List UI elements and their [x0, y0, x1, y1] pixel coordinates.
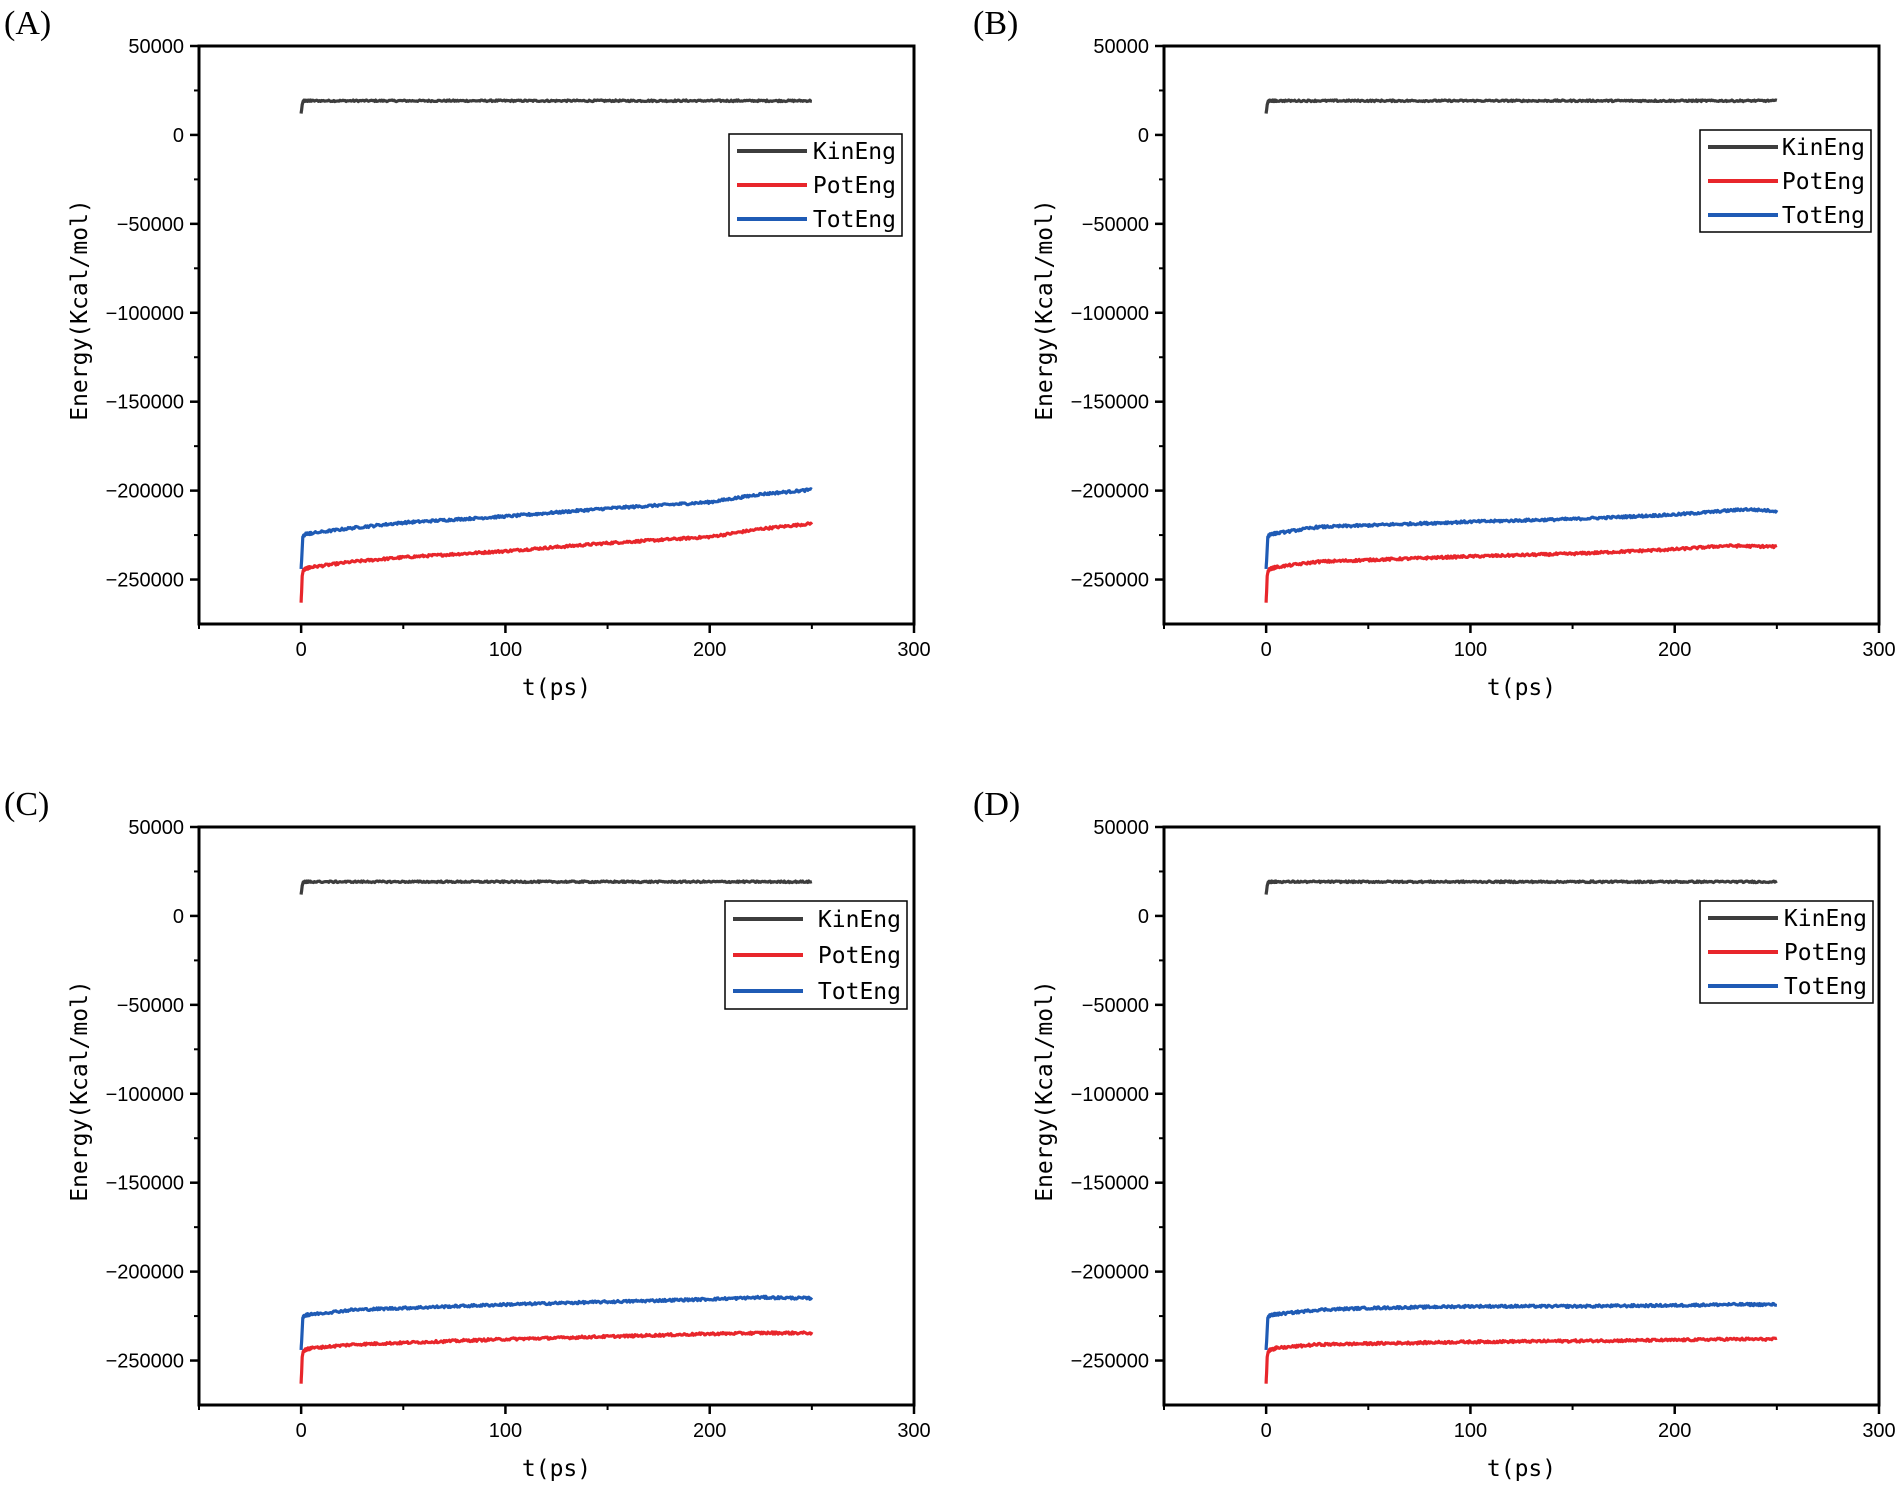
- plot-frame: [197, 44, 916, 626]
- legend-label-poteng: PotEng: [813, 173, 896, 199]
- chart-panel-2: (C) 50000 0 −50000 −100000 −150000 −200000 −250…: [4, 786, 931, 1482]
- x-tick-label: 300: [897, 639, 930, 661]
- series-line-poteng: [299, 1330, 814, 1384]
- x-tick-label: 200: [693, 639, 726, 661]
- plot-frame: [1162, 825, 1881, 1407]
- x-tick-label: 300: [1862, 1420, 1895, 1442]
- y-tick-label: −100000: [1071, 1084, 1149, 1106]
- y-tick-label: 0: [173, 125, 184, 147]
- y-tick-label: −50000: [1082, 995, 1149, 1017]
- x-tick-label: 200: [1658, 1420, 1691, 1442]
- y-tick-label: −150000: [106, 392, 184, 414]
- y-tick-label: 0: [1138, 125, 1149, 147]
- series-line-poteng: [1264, 1336, 1778, 1384]
- x-tick-label: 0: [1261, 639, 1272, 661]
- x-axis-title: t(ps): [1487, 1456, 1556, 1482]
- y-tick-label: −250000: [106, 1351, 184, 1373]
- y-axis-title: Energy(Kcal/mol): [67, 980, 93, 1202]
- y-tick-label: −100000: [106, 1084, 184, 1106]
- series-line-toteng: [1264, 507, 1779, 569]
- chart-panel-0: (A) 50000 0 −50000 −100000 −150000 −200000 −250…: [4, 5, 931, 701]
- y-tick-label: −250000: [1071, 570, 1149, 592]
- series-line-kineng: [299, 879, 813, 895]
- legend: KinEng PotEng TotEng: [1699, 900, 1874, 1004]
- legend: KinEng PotEng TotEng: [1699, 129, 1872, 233]
- y-tick-label: 0: [1138, 906, 1149, 928]
- y-tick-label: −150000: [106, 1173, 184, 1195]
- y-tick-label: −200000: [1071, 481, 1149, 503]
- legend-label-toteng: TotEng: [813, 207, 896, 233]
- y-tick-label: −250000: [1071, 1351, 1149, 1373]
- series-line-toteng: [299, 1294, 814, 1350]
- legend: KinEng PotEng TotEng: [724, 900, 908, 1010]
- y-tick-label: −50000: [1082, 214, 1149, 236]
- series-line-poteng: [299, 521, 814, 603]
- y-tick-label: −200000: [106, 481, 184, 503]
- x-tick-label: 100: [1454, 639, 1487, 661]
- y-tick-label: −150000: [1071, 392, 1149, 414]
- x-tick-label: 0: [1261, 1420, 1272, 1442]
- legend-label-toteng: TotEng: [1782, 203, 1865, 229]
- legend-label-kineng: KinEng: [813, 139, 896, 165]
- y-axis-title: Energy(Kcal/mol): [1032, 199, 1058, 421]
- x-tick-label: 200: [1658, 639, 1691, 661]
- plot-frame: [197, 825, 916, 1407]
- series-line-toteng: [299, 487, 813, 569]
- y-tick-label: −200000: [106, 1262, 184, 1284]
- x-axis-title: t(ps): [522, 675, 591, 701]
- legend-label-kineng: KinEng: [818, 907, 901, 933]
- series-line-kineng: [1264, 98, 1778, 114]
- x-tick-label: 100: [1454, 1420, 1487, 1442]
- legend-label-poteng: PotEng: [818, 943, 901, 969]
- panel-label: (D): [973, 786, 1020, 823]
- x-tick-label: 0: [296, 639, 307, 661]
- x-axis-title: t(ps): [1487, 675, 1556, 701]
- legend-label-poteng: PotEng: [1784, 940, 1867, 966]
- y-axis-title: Energy(Kcal/mol): [67, 199, 93, 421]
- y-tick-label: −250000: [106, 570, 184, 592]
- series-line-poteng: [1264, 543, 1778, 603]
- y-tick-label: 0: [173, 906, 184, 928]
- y-tick-label: −50000: [117, 214, 184, 236]
- y-axis-title: Energy(Kcal/mol): [1032, 980, 1058, 1202]
- y-tick-label: 50000: [128, 817, 184, 839]
- y-tick-label: −100000: [106, 303, 184, 325]
- x-tick-label: 100: [489, 1420, 522, 1442]
- y-tick-label: 50000: [1093, 817, 1149, 839]
- legend-label-kineng: KinEng: [1782, 135, 1865, 161]
- y-tick-label: 50000: [1093, 36, 1149, 58]
- x-tick-label: 300: [1862, 639, 1895, 661]
- plot-frame: [1162, 44, 1881, 626]
- x-tick-label: 300: [897, 1420, 930, 1442]
- y-tick-label: −50000: [117, 995, 184, 1017]
- x-axis-title: t(ps): [522, 1456, 591, 1482]
- series-line-toteng: [1264, 1301, 1778, 1350]
- legend-label-poteng: PotEng: [1782, 169, 1865, 195]
- y-tick-label: 50000: [128, 36, 184, 58]
- panel-label: (A): [4, 5, 51, 42]
- chart-panel-1: (B) 50000 0 −50000 −100000 −150000 −200000 −250…: [973, 5, 1896, 701]
- panel-label: (B): [973, 5, 1018, 42]
- legend-label-toteng: TotEng: [818, 979, 901, 1005]
- panel-label: (C): [4, 786, 49, 823]
- y-tick-label: −200000: [1071, 1262, 1149, 1284]
- legend-label-kineng: KinEng: [1784, 906, 1867, 932]
- y-tick-label: −100000: [1071, 303, 1149, 325]
- series-line-kineng: [299, 98, 813, 114]
- legend-label-toteng: TotEng: [1784, 974, 1867, 1000]
- legend: KinEng PotEng TotEng: [728, 133, 903, 237]
- x-tick-label: 0: [296, 1420, 307, 1442]
- series-line-kineng: [1264, 879, 1778, 895]
- x-tick-label: 100: [489, 639, 522, 661]
- y-tick-label: −150000: [1071, 1173, 1149, 1195]
- x-tick-label: 200: [693, 1420, 726, 1442]
- chart-panel-3: (D) 50000 0 −50000 −100000 −150000 −200000 −250…: [973, 786, 1896, 1482]
